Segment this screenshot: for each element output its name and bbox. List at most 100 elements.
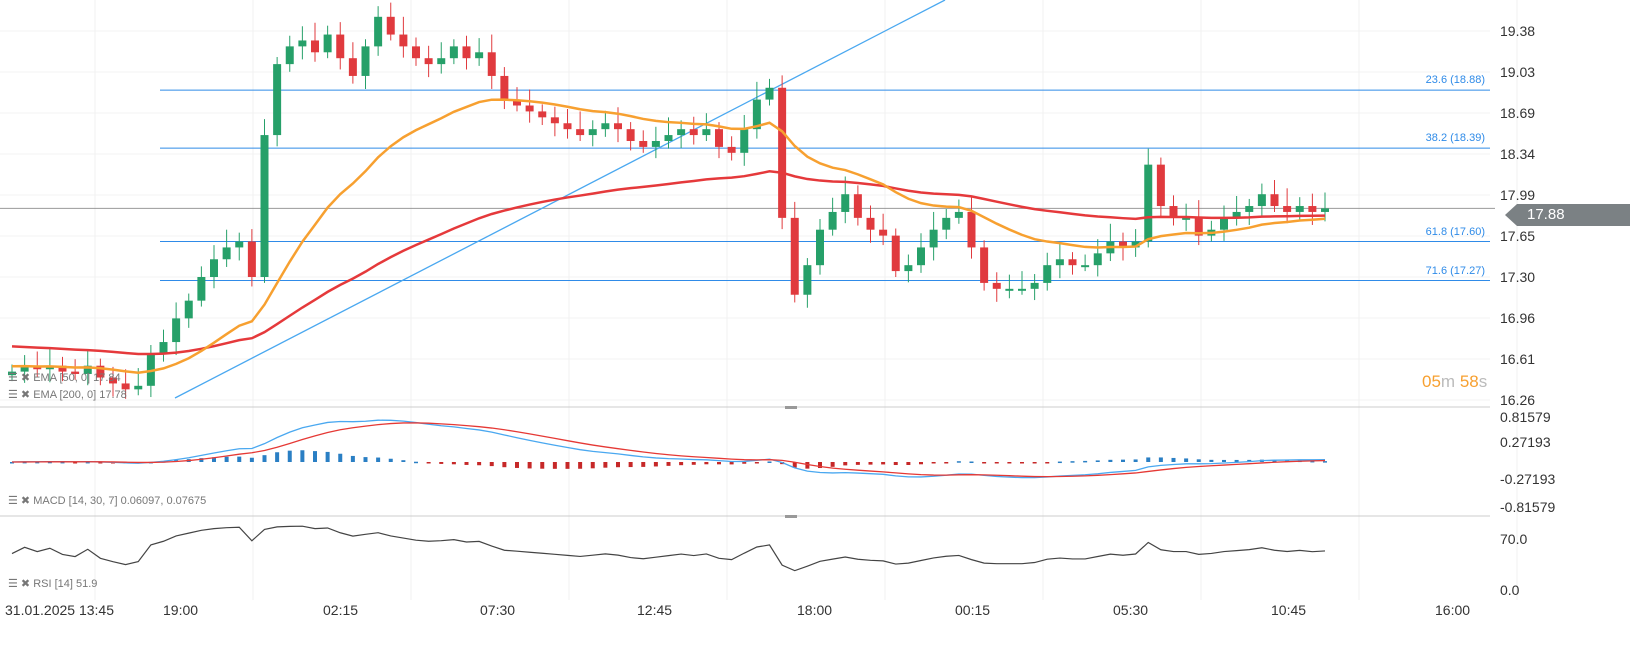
candle-body (222, 247, 231, 260)
macd-histogram-bar (451, 462, 456, 465)
candle-body (828, 211, 837, 230)
macd-histogram-bar (262, 455, 267, 462)
candle-body (929, 229, 938, 248)
candle-body (942, 217, 951, 230)
candle-body (904, 265, 913, 272)
candle-body (1055, 259, 1064, 266)
macd-histogram-bar (1032, 462, 1037, 464)
candle-body (702, 129, 711, 136)
macd-histogram-bar (956, 461, 961, 463)
macd-histogram-bar (628, 462, 633, 468)
time-axis-label: 19:00 (163, 602, 199, 618)
candle-body (1144, 164, 1153, 242)
panel-resize-handle (785, 406, 797, 409)
macd-histogram-bar (47, 461, 52, 464)
candle-body (954, 211, 963, 218)
macd-histogram-bar (641, 462, 646, 467)
macd-legend[interactable]: ☰ ✖ MACD [14, 30, 7] 0.06097, 0.07675 (8, 495, 207, 507)
macd-histogram-bar (868, 462, 873, 465)
ema200-line (11, 170, 1326, 356)
macd-axis-label: 0.27193 (1500, 434, 1551, 450)
macd-histogram-bar (1234, 459, 1239, 462)
macd-histogram-bar (944, 462, 949, 464)
candle-body (348, 58, 357, 76)
macd-axis-label: 0.81579 (1500, 409, 1551, 425)
macd-signal-line (11, 422, 1326, 478)
macd-histogram-bar (616, 462, 620, 468)
ema200-legend[interactable]: ☰ ✖ EMA [200, 0] 17.78 (8, 389, 127, 401)
candle-body (134, 385, 143, 390)
candle-body (778, 87, 787, 218)
macd-histogram-bar (931, 462, 936, 464)
candle-body (1321, 208, 1329, 212)
candle-body (1295, 206, 1304, 212)
rsi-line (11, 525, 1326, 572)
macd-histogram-bar (843, 462, 848, 466)
candle-body (184, 300, 193, 319)
rsi-axis-label: 70.0 (1500, 531, 1528, 547)
macd-histogram-bar (578, 462, 583, 469)
candle-body (487, 52, 496, 76)
macd-axis-label: -0.81579 (1500, 499, 1556, 515)
macd-histogram-bar (35, 461, 40, 464)
macd-histogram-bar (338, 453, 343, 462)
macd-histogram-bar (502, 462, 507, 468)
macd-histogram-bar (805, 462, 810, 469)
candle-body (374, 16, 383, 47)
candle-body (550, 117, 559, 124)
candle-body (1093, 253, 1102, 266)
macd-histogram-bar (1146, 457, 1151, 462)
time-axis-label: 12:45 (637, 602, 673, 618)
candle-body (727, 146, 736, 153)
candle-countdown: 05m 58s (1422, 372, 1488, 391)
price-axis-label: 16.96 (1500, 310, 1536, 326)
macd-histogram-bar (224, 456, 229, 462)
macd-histogram-bar (1323, 461, 1327, 463)
candle-body (399, 34, 408, 47)
price-axis-label: 16.26 (1500, 392, 1536, 408)
macd-histogram-bar (666, 462, 671, 466)
macd-histogram-bar (325, 451, 330, 462)
macd-histogram-bar (590, 462, 595, 469)
time-axis-label: 02:15 (323, 602, 359, 618)
macd-histogram-bar (1133, 459, 1138, 462)
ema50-legend-text: EMA [50, 0] 17.84 (33, 372, 121, 384)
candle-body (1119, 241, 1127, 248)
candle-body (588, 129, 597, 136)
macd-axis-label: -0.27193 (1500, 471, 1556, 487)
candle-body (1156, 164, 1165, 207)
fib-level-label: 71.6 (17.27) (1425, 264, 1485, 277)
candle-body (626, 129, 635, 141)
current-price-tag: 17.88 (1505, 204, 1630, 226)
macd-histogram-bar (1209, 459, 1214, 462)
candle-body (247, 241, 256, 277)
macd-histogram-bar (1045, 462, 1050, 464)
candle-body (311, 40, 319, 53)
macd-histogram-bar (1158, 457, 1163, 462)
macd-histogram-bar (1020, 462, 1024, 464)
macd-histogram-bar (729, 462, 734, 465)
macd-histogram-bar (275, 452, 280, 462)
rsi-axis-label: 0.0 (1500, 582, 1520, 598)
price-axis-label: 17.99 (1500, 187, 1536, 203)
candle-body (664, 135, 673, 141)
candle-body (803, 265, 812, 295)
candle-body (71, 371, 80, 374)
candle-body (475, 52, 484, 59)
candle-body (83, 365, 92, 374)
rsi-legend[interactable]: ☰ ✖ RSI [14] 51.9 (8, 578, 98, 590)
ema50-legend[interactable]: ☰ ✖ EMA [50, 0] 17.84 (8, 372, 121, 384)
candle-body (790, 217, 799, 295)
candle-body (715, 129, 723, 147)
macd-histogram-bar (313, 451, 317, 462)
macd-histogram-bar (376, 457, 381, 462)
candle-body (159, 342, 168, 354)
macd-histogram-bar (1083, 460, 1088, 463)
candle-body (651, 140, 660, 147)
macd-histogram-bar (439, 462, 444, 464)
candle-body (109, 377, 117, 384)
macd-histogram-bar (350, 455, 355, 462)
candle-body (538, 111, 547, 118)
